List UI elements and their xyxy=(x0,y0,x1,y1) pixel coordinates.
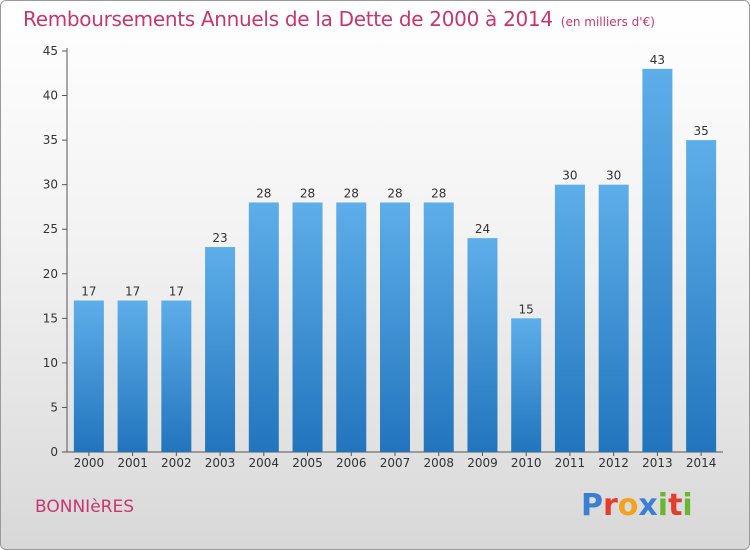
logo-letter: P xyxy=(581,488,603,523)
data-label: 23 xyxy=(212,231,227,245)
x-tick-label: 2011 xyxy=(555,456,586,470)
data-label: 15 xyxy=(519,302,534,316)
x-tick-label: 2012 xyxy=(598,456,629,470)
bar-2001 xyxy=(117,300,148,452)
x-tick-label: 2003 xyxy=(205,456,236,470)
bar-2006 xyxy=(336,202,367,452)
y-tick-label: 0 xyxy=(50,445,58,459)
logo-letter: r xyxy=(603,488,618,523)
x-tick-label: 2004 xyxy=(249,456,280,470)
bar-2003 xyxy=(205,247,236,452)
y-tick-label: 20 xyxy=(43,267,58,281)
x-tick-label: 2013 xyxy=(642,456,673,470)
x-tick-label: 2010 xyxy=(511,456,542,470)
data-label: 30 xyxy=(562,169,577,183)
data-label: 24 xyxy=(475,222,490,236)
bar-2000 xyxy=(73,300,104,452)
logo-letter: t xyxy=(668,488,683,523)
data-label: 28 xyxy=(300,186,315,200)
x-tick-label: 2006 xyxy=(336,456,367,470)
proxiti-logo[interactable]: Proxiti xyxy=(581,488,693,523)
y-tick-label: 30 xyxy=(43,178,58,192)
y-tick-label: 5 xyxy=(50,400,58,414)
x-tick-label: 2002 xyxy=(161,456,192,470)
bar-2010 xyxy=(511,318,542,452)
y-tick-label: 45 xyxy=(43,44,58,58)
logo-letter: o xyxy=(617,488,639,523)
y-tick-label: 15 xyxy=(43,311,58,325)
y-tick-label: 35 xyxy=(43,133,58,147)
bar-2013 xyxy=(642,68,673,453)
bar-2002 xyxy=(161,300,192,452)
x-tick-label: 2008 xyxy=(423,456,454,470)
y-tick-label: 25 xyxy=(43,222,58,236)
y-tick-label: 40 xyxy=(43,89,58,103)
data-label: 28 xyxy=(387,186,402,200)
chart-title: Remboursements Annuels de la Dette de 20… xyxy=(23,7,655,31)
data-label: 28 xyxy=(344,186,359,200)
x-tick-label: 2001 xyxy=(117,456,148,470)
chart-title-text: Remboursements Annuels de la Dette de 20… xyxy=(23,7,553,31)
bar-2005 xyxy=(292,202,323,452)
data-label: 17 xyxy=(81,285,96,299)
x-tick-label: 2007 xyxy=(380,456,411,470)
logo-letter: i xyxy=(657,488,669,523)
data-label: 35 xyxy=(693,124,708,138)
data-label: 30 xyxy=(606,169,621,183)
bar-2007 xyxy=(380,202,410,452)
logo-letter: i xyxy=(682,488,693,523)
y-tick-label: 10 xyxy=(43,356,58,370)
bar-2014 xyxy=(686,140,717,452)
data-label: 43 xyxy=(650,53,665,67)
x-tick-label: 2014 xyxy=(686,456,717,470)
data-label: 17 xyxy=(169,285,184,299)
data-label: 28 xyxy=(256,186,271,200)
x-tick-label: 2005 xyxy=(292,456,323,470)
data-label: 17 xyxy=(125,285,140,299)
chart-unit-label: (en milliers d'€) xyxy=(560,15,655,29)
bar-2004 xyxy=(248,202,279,452)
x-tick-label: 2000 xyxy=(74,456,105,470)
bar-2008 xyxy=(423,202,454,452)
commune-name: BONNIèRES xyxy=(35,497,134,517)
data-label: 28 xyxy=(431,186,446,200)
x-tick-label: 2009 xyxy=(467,456,498,470)
bar-2011 xyxy=(554,184,585,452)
bar-2009 xyxy=(467,238,498,452)
logo-letter: x xyxy=(638,488,658,523)
bar-2012 xyxy=(598,184,629,452)
